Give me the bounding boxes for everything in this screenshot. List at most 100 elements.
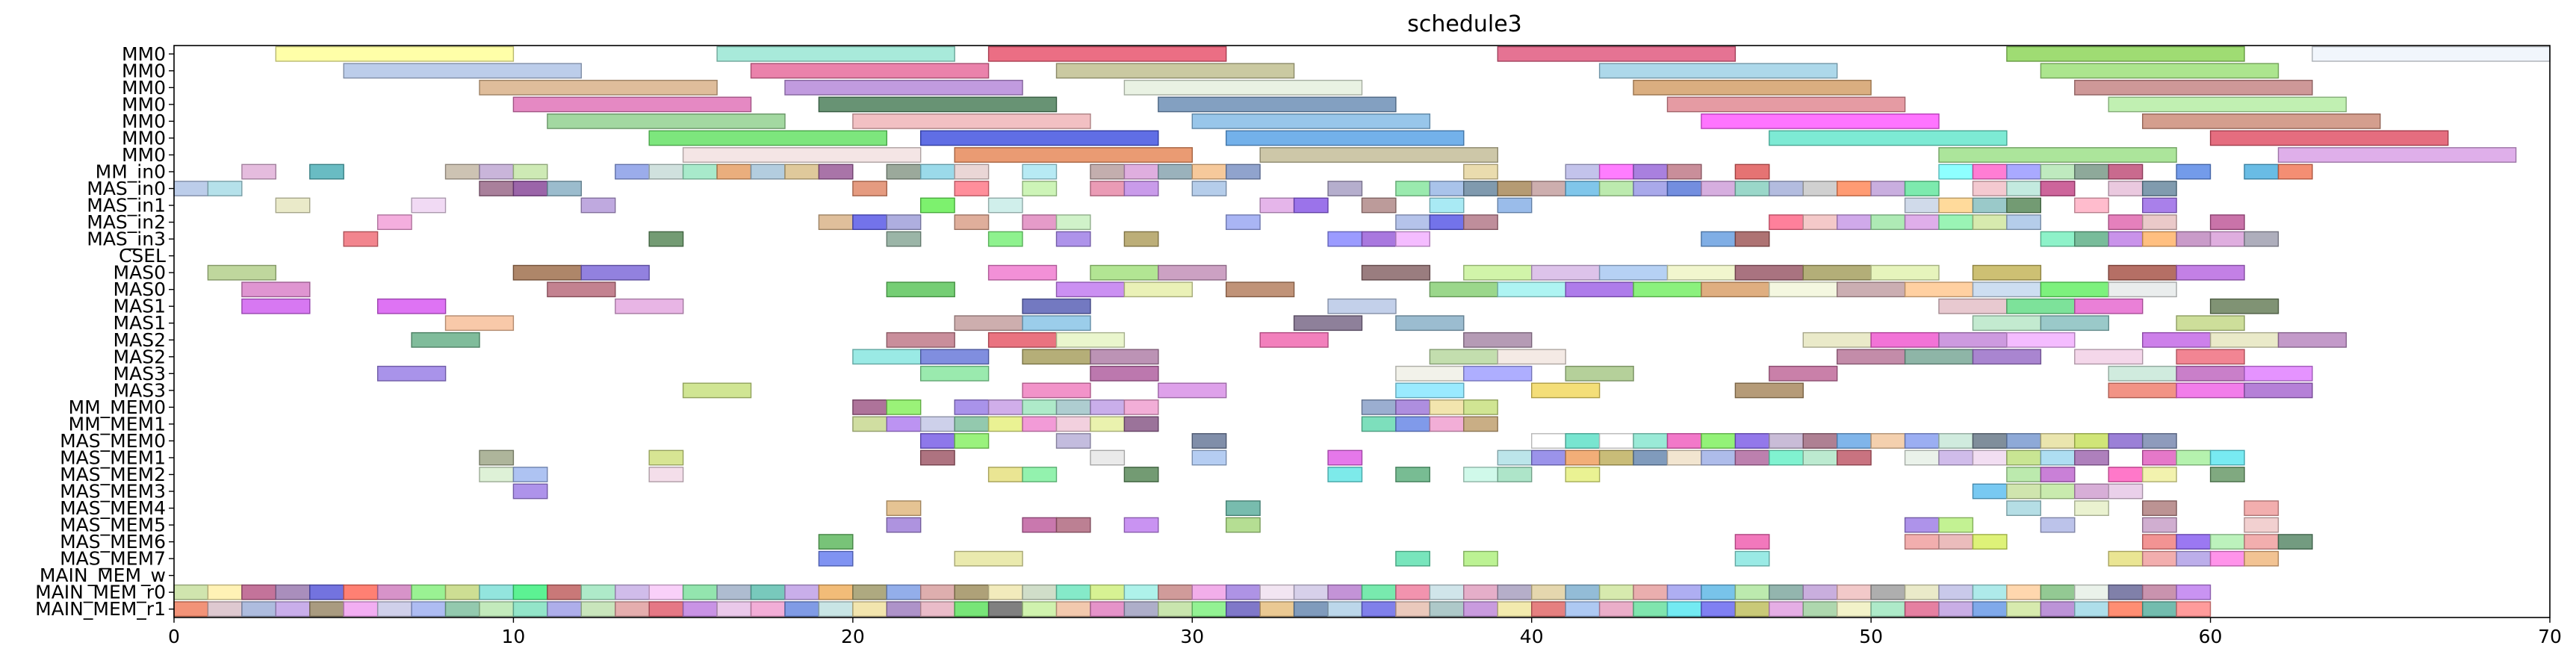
task-bar-main-mem-r0-416: [1158, 584, 1193, 600]
y-tick-label: MM0: [122, 60, 166, 81]
task-bar-mm-in0-65: [2006, 164, 2041, 180]
y-tick-label: MM_MEM0: [69, 396, 166, 418]
task-bar-main-mem-r1-467: [852, 601, 888, 617]
task-bar-mas-in0-95: [1769, 181, 1804, 196]
task-bar-mas-in0-78: [954, 181, 990, 196]
task-bar-mm0-16: [512, 96, 752, 113]
task-bar-mm0-5: [2312, 46, 2551, 62]
x-tick-label: 0: [168, 626, 180, 647]
y-tick-label: MAS_MEM5: [60, 514, 166, 536]
task-bar-main-mem-r1-477: [1191, 601, 1227, 617]
task-bar-mas3-236: [377, 365, 447, 382]
task-bar-main-mem-r0-430: [1633, 584, 1669, 600]
task-bar-mas-mem1-303: [479, 449, 515, 466]
task-bar-mas-in3-157: [2141, 231, 2177, 247]
task-bar-mas-in0-72: [173, 181, 209, 196]
task-bar-main-mem-r0-434: [1769, 584, 1804, 600]
task-bar-mas-mem1-322: [1972, 449, 2008, 466]
task-bar-mas-mem0-293: [1836, 433, 1872, 449]
task-bar-mas-mem1-304: [648, 449, 684, 466]
task-bar-mas-mem5-360: [1123, 517, 1159, 533]
task-bar-mas-in0-93: [1701, 181, 1736, 196]
task-bar-mm-mem1-270: [954, 416, 990, 432]
task-bar-mas2-227: [1022, 349, 1091, 365]
task-bar-mas1-199: [1327, 298, 1397, 314]
task-bar-mas2-215: [1055, 332, 1126, 348]
y-tick-label: MAS3: [114, 379, 166, 401]
task-bar-main-mem-r0-431: [1666, 584, 1702, 600]
task-bar-mas-in3-155: [2074, 231, 2109, 247]
task-bar-mas-mem4-354: [2074, 500, 2109, 517]
task-bar-mas-in2-123: [852, 214, 888, 230]
task-bar-mas-mem2-334: [1123, 467, 1159, 482]
task-bar-mas3-254: [2244, 382, 2313, 399]
task-bar-mas-mem0-289: [1701, 433, 1736, 449]
task-bar-mas-in2-124: [886, 214, 922, 230]
task-bar-mm-mem0-258: [987, 399, 1023, 415]
task-bar-mas0-177: [2176, 264, 2245, 281]
task-bar-main-mem-r0-423: [1395, 584, 1431, 600]
task-bar-main-mem-r1-464: [750, 601, 786, 617]
task-bar-mas-in3-152: [1701, 231, 1736, 247]
task-bar-mm-in0-45: [750, 164, 786, 180]
task-bar-mas0-194: [2108, 281, 2177, 298]
task-bar-mas-mem7-377: [818, 550, 854, 567]
task-bar-mas2-218: [1802, 332, 1872, 348]
task-bar-mas-in3-150: [1361, 231, 1397, 247]
task-bar-mas-mem3-348: [2040, 483, 2076, 500]
task-bar-main-mem-r0-402: [682, 584, 718, 600]
task-bar-mas2-223: [2209, 332, 2279, 348]
task-bar-mas-mem0-302: [2141, 433, 2177, 449]
task-bar-mm-mem1-278: [1429, 416, 1465, 432]
task-bar-mas1-200: [1938, 298, 2008, 314]
task-bar-mm-mem1-268: [886, 416, 922, 432]
task-bar-mas-mem7-386: [2244, 550, 2279, 567]
task-bar-mas-in1-109: [987, 197, 1023, 214]
task-bar-mas-mem0-282: [1055, 433, 1091, 449]
task-bar-main-mem-r1-463: [716, 601, 752, 617]
task-bar-mas-mem3-346: [1972, 483, 2008, 500]
task-bar-mas1-195: [241, 298, 311, 314]
task-bar-mas-mem0-283: [1191, 433, 1227, 449]
task-bar-main-mem-r1-502: [2040, 601, 2076, 617]
task-bar-mm0-13: [1123, 79, 1363, 96]
task-bar-mas3-248: [1158, 382, 1227, 399]
task-bar-main-mem-r0-427: [1530, 584, 1566, 600]
task-bar-mm-in0-56: [1225, 164, 1261, 180]
task-bar-mas0-169: [1530, 264, 1601, 281]
task-bar-mas-mem1-313: [1633, 449, 1669, 466]
task-bar-main-mem-r1-489: [1598, 601, 1634, 617]
task-bar-mas-in0-83: [1327, 181, 1363, 196]
task-bar-mas-mem0-284: [1530, 433, 1566, 449]
task-bar-mas3-253: [2176, 382, 2245, 399]
task-bar-mm0-11: [479, 79, 718, 96]
task-bar-mas0-184: [1429, 281, 1499, 298]
task-bar-main-mem-r1-475: [1123, 601, 1159, 617]
task-bar-mas-mem4-355: [2141, 500, 2177, 517]
task-bar-mas-mem6-374: [2209, 534, 2245, 550]
y-tick-label: MAIN_MEM_r1: [35, 598, 166, 620]
task-bar-mas-mem7-382: [2108, 550, 2144, 567]
task-bar-mm-in0-54: [1158, 164, 1193, 180]
task-bar-mas-mem5-364: [2040, 517, 2076, 533]
task-bar-mas-in1-110: [1259, 197, 1295, 214]
y-tick-label: MM_MEM1: [69, 413, 166, 435]
task-bar-mas0-189: [1769, 281, 1838, 298]
task-bar-mm0-19: [1666, 96, 1906, 113]
x-tick-label: 70: [2538, 626, 2562, 647]
task-bar-main-mem-r0-428: [1565, 584, 1601, 600]
task-bar-mas-in2-138: [1972, 214, 2008, 230]
task-bar-mas0-191: [1904, 281, 1974, 298]
task-bar-mm-in0-58: [1565, 164, 1601, 180]
task-bar-mas-mem7-378: [954, 550, 1023, 567]
task-bar-mas-in1-111: [1293, 197, 1329, 214]
task-bar-mm-mem0-262: [1123, 399, 1159, 415]
task-bar-mas1-207: [1293, 315, 1363, 332]
task-bar-main-mem-r1-452: [343, 601, 379, 617]
task-bar-mas-mem7-380: [1463, 550, 1498, 567]
task-bar-mm-mem1-273: [1055, 416, 1091, 432]
task-bar-mm0-17: [818, 96, 1058, 113]
task-bar-mas2-232: [1904, 349, 1974, 365]
task-bar-main-mem-r0-419: [1259, 584, 1295, 600]
task-bar-mas-in0-73: [207, 181, 243, 196]
